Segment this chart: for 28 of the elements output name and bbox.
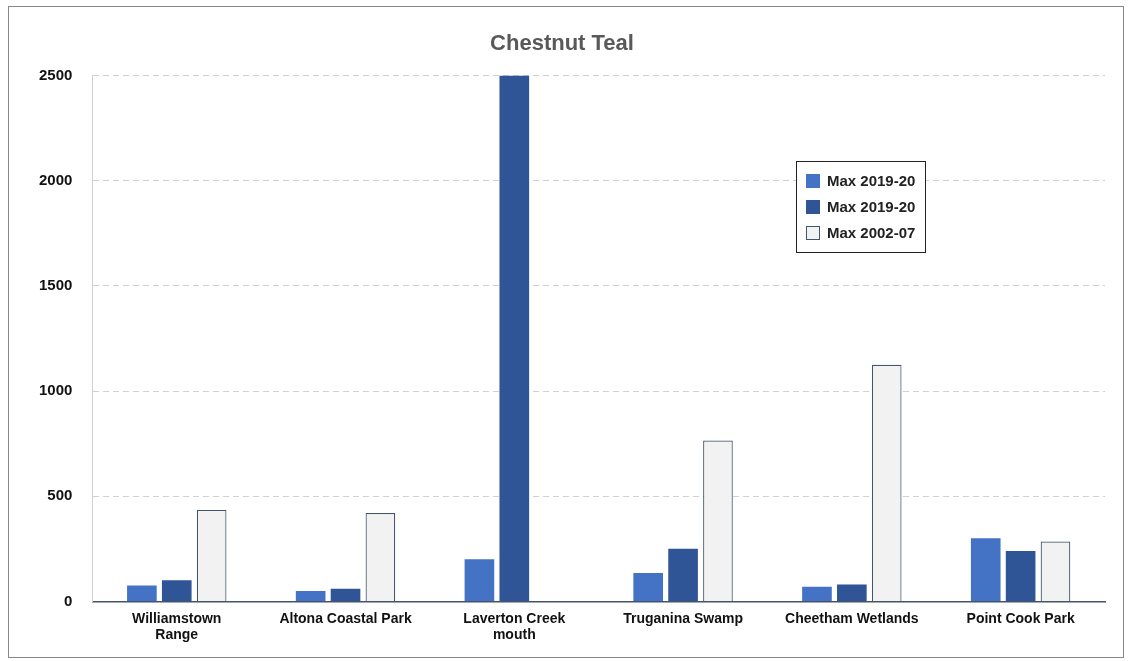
bar	[127, 585, 157, 601]
bar	[1005, 550, 1036, 601]
bar	[802, 586, 832, 601]
bar	[161, 580, 192, 601]
y-tick-label: 2000	[38, 170, 73, 188]
x-tick-label: Altona Coastal Park	[279, 609, 412, 626]
bar	[668, 548, 698, 601]
bar	[295, 590, 326, 601]
bar	[970, 538, 1001, 601]
bar	[837, 584, 867, 601]
bar	[499, 75, 530, 601]
y-tick-label: 1000	[38, 381, 73, 399]
legend-label: Max 2019-20	[827, 197, 916, 217]
legend-label: Max 2002-07	[827, 223, 916, 243]
x-tick-label: Cheetham Wetlands	[785, 609, 919, 626]
x-tick-label: Point Cook Park	[966, 609, 1075, 626]
y-tick-label: 2500	[38, 65, 73, 83]
chart-title: Chestnut Teal	[490, 30, 634, 56]
y-tick-label: 1500	[38, 275, 73, 293]
x-tick-label: Truganina Swamp	[623, 609, 743, 626]
bar	[330, 588, 361, 601]
y-tick-label: 0	[64, 591, 73, 609]
y-tick-label: 500	[47, 486, 73, 504]
bar	[633, 573, 664, 601]
bar	[464, 559, 495, 601]
x-tick-label: Williamstown Range	[132, 609, 222, 643]
x-tick-label: Laverton Creek mouth	[463, 609, 566, 643]
legend-label: Max 2019-20	[827, 171, 916, 191]
